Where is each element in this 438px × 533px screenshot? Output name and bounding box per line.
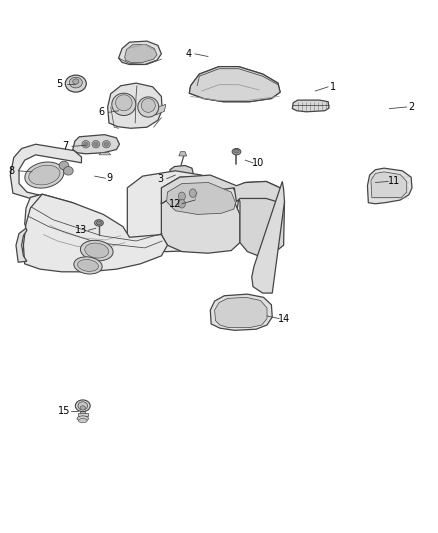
Polygon shape [16,228,27,262]
Ellipse shape [75,400,90,411]
Polygon shape [234,181,285,256]
Polygon shape [161,176,239,216]
Polygon shape [99,153,111,155]
Polygon shape [119,41,161,64]
Polygon shape [189,67,280,102]
Ellipse shape [94,142,98,147]
Polygon shape [155,104,166,115]
Ellipse shape [95,220,103,226]
Text: 8: 8 [9,166,14,176]
Polygon shape [73,135,120,154]
Polygon shape [161,175,285,204]
Polygon shape [25,194,128,265]
Polygon shape [125,44,157,62]
Polygon shape [210,294,272,330]
Text: 10: 10 [252,158,265,168]
Text: 7: 7 [62,141,68,151]
Polygon shape [23,194,167,272]
Ellipse shape [84,142,88,147]
Text: 2: 2 [408,102,414,112]
Text: 3: 3 [157,174,163,184]
Ellipse shape [96,221,102,225]
Ellipse shape [81,240,113,261]
Polygon shape [252,181,285,293]
Ellipse shape [29,165,60,185]
Ellipse shape [138,97,159,117]
Polygon shape [169,165,194,181]
Polygon shape [367,168,412,204]
Ellipse shape [85,243,109,258]
Text: 11: 11 [388,176,400,187]
Text: 6: 6 [98,107,104,117]
Ellipse shape [92,141,100,148]
Polygon shape [80,407,85,414]
Text: 12: 12 [169,199,181,209]
Polygon shape [371,172,407,197]
Circle shape [178,192,185,200]
Ellipse shape [77,416,88,421]
Ellipse shape [102,141,110,148]
Ellipse shape [25,162,64,188]
Ellipse shape [78,260,99,271]
Polygon shape [166,182,236,214]
Polygon shape [215,297,267,328]
Ellipse shape [78,402,88,410]
Ellipse shape [232,149,241,155]
Ellipse shape [112,93,136,116]
Ellipse shape [74,257,102,274]
Text: 4: 4 [185,49,191,59]
Ellipse shape [80,406,85,410]
Text: 13: 13 [75,225,88,236]
Text: 1: 1 [329,82,336,92]
Ellipse shape [65,75,86,92]
Ellipse shape [59,161,69,169]
Ellipse shape [64,166,73,175]
Polygon shape [189,67,280,102]
Polygon shape [71,86,80,91]
Ellipse shape [104,142,109,147]
Text: 14: 14 [279,313,291,324]
Ellipse shape [141,99,155,112]
Ellipse shape [69,77,82,88]
Ellipse shape [234,149,239,153]
Polygon shape [127,171,232,252]
Polygon shape [179,152,187,156]
Circle shape [178,199,185,208]
Ellipse shape [73,79,79,84]
Ellipse shape [116,95,132,111]
Polygon shape [11,144,81,198]
Polygon shape [78,413,88,416]
Ellipse shape [78,418,87,423]
Text: 5: 5 [57,79,63,89]
Circle shape [189,189,196,197]
Ellipse shape [82,141,90,148]
Polygon shape [161,191,240,253]
Polygon shape [292,100,329,112]
Text: 15: 15 [58,406,70,416]
Text: 9: 9 [106,173,112,183]
Polygon shape [108,83,162,128]
